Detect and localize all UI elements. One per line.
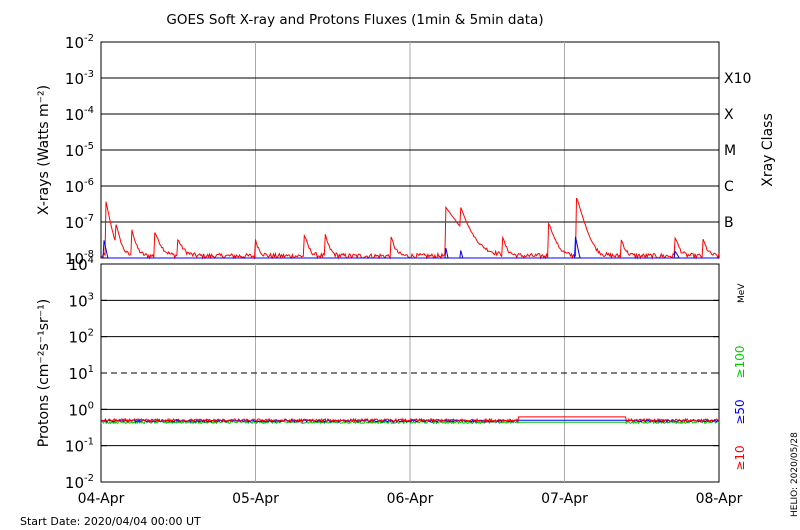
proton-legend-item: ≥100 xyxy=(733,346,747,379)
xray-y-axis-label: X-rays (Watts m⁻²) xyxy=(36,85,52,215)
xray-class-label: X xyxy=(724,107,734,123)
xray-class-label: M xyxy=(724,143,736,159)
proton-y-tick-label: 101 xyxy=(69,364,94,383)
proton-series-line xyxy=(100,416,720,424)
proton-y-tick-label: 10-1 xyxy=(65,437,94,456)
x-tick-label: 04-Apr xyxy=(78,491,125,507)
x-axis-labels: 04-Apr 05-Apr 06-Apr 07-Apr 08-Apr xyxy=(78,491,743,507)
proton-y-tick-label: 10-2 xyxy=(65,473,94,492)
xray-y-tick-label: 10-5 xyxy=(65,141,94,160)
proton-legend-item: ≥10 xyxy=(733,445,747,470)
proton-legend-item: ≥50 xyxy=(733,399,747,424)
xray-y-tick-label: 10-7 xyxy=(65,213,94,232)
xray-y-tick-label: 10-2 xyxy=(65,33,94,52)
proton-y-tick-label: 104 xyxy=(69,255,94,274)
proton-y-tick-label: 100 xyxy=(69,400,94,419)
xray-class-label: C xyxy=(724,179,734,195)
chart-title: GOES Soft X-ray and Protons Fluxes (1min… xyxy=(166,12,543,28)
proton-panel: 104 103 102 101 100 10-1 10-2 Protons (cm⁻²s⁻¹s… xyxy=(36,255,747,492)
xray-y-tick-label: 10-8 xyxy=(65,249,94,268)
xray-series-line xyxy=(101,236,719,259)
x-tick-label: 07-Apr xyxy=(541,491,588,507)
x-tick-label: 06-Apr xyxy=(387,491,434,507)
proton-y-tick-label: 102 xyxy=(69,328,94,347)
xray-class-label: B xyxy=(724,215,734,231)
xray-y-tick-label: 10-6 xyxy=(65,177,94,196)
x-tick-label: 08-Apr xyxy=(696,491,743,507)
xray-panel: 10-2 10-3 10-4 10-5 10-6 10-7 10-8 X-rays (Watt… xyxy=(36,33,776,268)
proton-energy-unit: MeV xyxy=(737,283,747,303)
xray-class-axis-label: Xray Class xyxy=(760,113,776,187)
start-date-label: Start Date: 2020/04/04 00:00 UT xyxy=(20,515,201,528)
xray-y-tick-label: 10-3 xyxy=(65,69,94,88)
xray-y-tick-label: 10-4 xyxy=(65,105,94,124)
x-tick-label: 05-Apr xyxy=(232,491,279,507)
proton-y-tick-label: 103 xyxy=(69,291,94,310)
credit-label: HELIO: 2020/05/28 xyxy=(790,432,800,517)
proton-y-axis-label: Protons (cm⁻²s⁻¹sr⁻¹) xyxy=(36,299,52,448)
xray-class-label: X10 xyxy=(724,71,751,87)
